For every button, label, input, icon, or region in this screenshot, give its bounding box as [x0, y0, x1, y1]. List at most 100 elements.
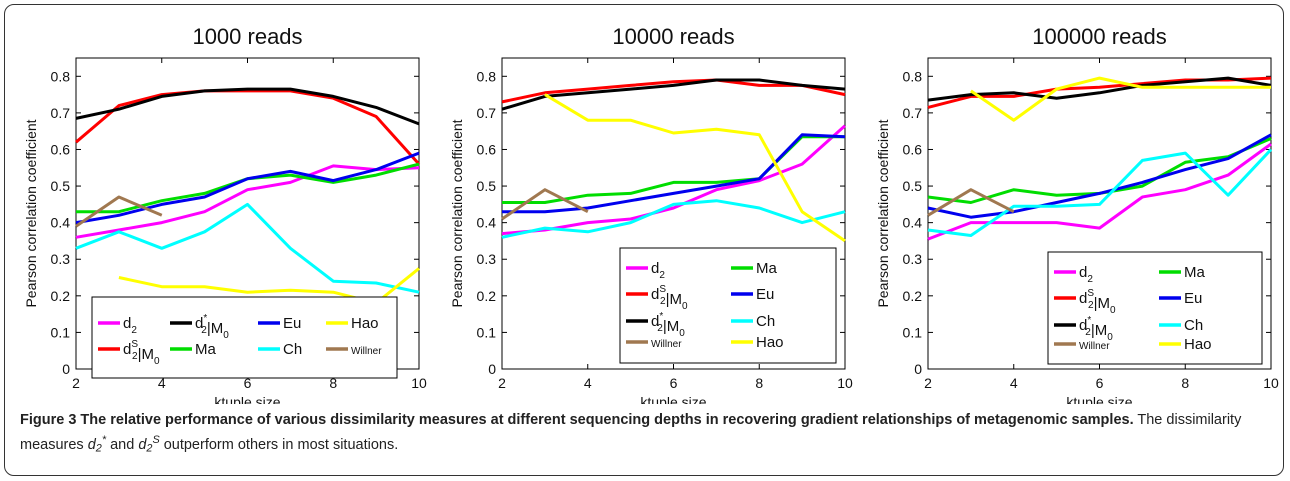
y-tick-label: 0.6 [903, 141, 923, 157]
y-tick-label: 0 [914, 361, 922, 377]
x-tick-label: 2 [498, 375, 506, 391]
legend-label-d2: d2 [1079, 264, 1093, 285]
y-tick-label: 0.3 [903, 251, 923, 267]
caption-body-pre: The dissimilarity measures [20, 412, 1242, 453]
x-tick-label: 4 [158, 375, 166, 391]
caption-sym-d2star: d2* [87, 434, 107, 455]
series-line-Willner [927, 188, 1015, 217]
caption-lead: Figure 3 The relative performance of var… [20, 412, 1134, 428]
legend-label-d2star: d* 2|M0 [195, 313, 229, 341]
y-tick-label: 0.2 [51, 288, 71, 304]
series-line-d2star [927, 76, 1272, 102]
legend-label-d2: d2 [123, 315, 137, 336]
x-tick-label: 6 [670, 375, 678, 391]
y-tick-label: 0.5 [903, 178, 923, 194]
y-axis-label: Pearson correlation coefficient [23, 119, 39, 307]
y-tick-label: 0.7 [903, 105, 923, 121]
x-tick-label: 6 [1096, 375, 1104, 391]
y-tick-label: 0.4 [477, 215, 497, 231]
legend-label-Eu: Eu [756, 286, 774, 303]
y-tick-label: 0.1 [477, 324, 497, 340]
legend-label-d2star: d* 2|M0 [1079, 315, 1113, 343]
x-tick-label: 2 [72, 375, 80, 391]
caption-body-and: and [106, 436, 139, 453]
chart-10000-reads: 10000 reads 0 0.1 0.2 0.3 0.4 0.5 0.6 0.7 0.8 2 4 6 8… [449, 24, 853, 404]
series-line-Ch [927, 148, 1273, 237]
legend-label-Hao: Hao [1184, 336, 1212, 353]
legend-label-d2: d2 [651, 260, 665, 281]
series-line-Hao [970, 76, 1271, 122]
series-line-Willner [501, 188, 589, 221]
series-line-Eu [75, 151, 420, 225]
series-line-d2S [501, 78, 846, 104]
y-tick-label: 0.8 [51, 68, 71, 84]
y-tick-label: 0.7 [51, 105, 71, 121]
y-tick-label: 0.7 [477, 105, 497, 121]
legend-label-Eu: Eu [283, 315, 301, 332]
y-tick-label: 0 [62, 361, 70, 377]
caption-sym-d2s: d2S [138, 434, 160, 455]
legend-label-Hao: Hao [351, 315, 379, 332]
legend-label-Willner: Willner [1079, 341, 1110, 352]
y-tick-label: 0.3 [51, 251, 71, 267]
legend-label-Willner: Willner [351, 346, 382, 357]
series-line-Ch [501, 199, 846, 239]
series-line-Eu [927, 133, 1272, 219]
chart-1000-reads: 1000 reads 0 0.1 0.2 0.3 0.4 0.5 0.6 0.7 0.8 2 4 6 8 1… [23, 24, 427, 404]
legend-label-Hao: Hao [756, 334, 784, 351]
y-tick-label: 0.8 [903, 68, 923, 84]
legend-label-d2S: dS 2|M0 [1079, 288, 1116, 316]
y-tick-label: 0.5 [51, 178, 71, 194]
y-tick-label: 0.4 [903, 215, 923, 231]
y-tick-label: 0.4 [51, 215, 71, 231]
series-line-d2star [501, 78, 846, 111]
legend-box [91, 296, 398, 379]
y-axis-label: Pearson correlation coefficient [449, 119, 465, 307]
caption-body-post: outperform others in most situations. [159, 436, 399, 453]
chart-panel-10000-reads: 10000 reads 0 0.1 0.2 0.3 0.4 0.5 0.6 0.7 0.8 2 4 6 8… [440, 6, 860, 404]
y-tick-label: 0.5 [477, 178, 497, 194]
x-tick-label: 8 [329, 375, 337, 391]
figure-caption: Figure 3 The relative performance of var… [20, 410, 1275, 459]
chart-title: 100000 reads [1032, 24, 1167, 49]
x-tick-label: 4 [584, 375, 592, 391]
legend-label-Ma: Ma [195, 341, 216, 358]
y-tick-label: 0.1 [51, 324, 71, 340]
y-axis-label: Pearson correlation coefficient [875, 119, 891, 307]
y-tick-label: 0.6 [51, 141, 71, 157]
x-axis-label: ktuple size [640, 394, 706, 404]
x-tick-label: 10 [411, 375, 427, 391]
legend-label-d2S: dS 2|M0 [123, 339, 160, 367]
legend-box [619, 247, 837, 364]
y-tick-label: 0.8 [477, 68, 497, 84]
y-tick-label: 0.1 [903, 324, 923, 340]
legend-box [1047, 251, 1263, 365]
x-axis-label: ktuple size [214, 394, 280, 404]
legend-label-Ma: Ma [1184, 264, 1205, 281]
legend-label-d2star: d* 2|M0 [651, 311, 685, 339]
x-axis-label: ktuple size [1066, 394, 1132, 404]
series-line-d2 [501, 124, 847, 236]
series-line-Willner [75, 195, 163, 228]
legend-label-Ch: Ch [756, 313, 775, 330]
series-line-Hao [544, 93, 846, 243]
legend-label-Willner: Willner [651, 339, 682, 350]
x-tick-label: 2 [924, 375, 932, 391]
chart-100000-reads: 100000 reads 0 0.1 0.2 0.3 0.4 0.5 0.6 0.7 0.8 2 4 6… [875, 24, 1279, 404]
y-tick-label: 0.3 [477, 251, 497, 267]
legend-label-Eu: Eu [1184, 290, 1202, 307]
x-tick-label: 8 [755, 375, 763, 391]
series-line-d2star [75, 87, 420, 126]
series-line-Ch [75, 202, 420, 294]
y-tick-label: 0.6 [477, 141, 497, 157]
y-tick-label: 0.2 [903, 288, 923, 304]
chart-panel-1000-reads: 1000 reads 0 0.1 0.2 0.3 0.4 0.5 0.6 0.7 0.8 2 4 6 8 1… [14, 6, 434, 404]
chart-title: 1000 reads [192, 24, 302, 49]
chart-title: 10000 reads [612, 24, 734, 49]
x-tick-label: 10 [837, 375, 853, 391]
legend-label-Ch: Ch [283, 341, 302, 358]
x-tick-label: 10 [1263, 375, 1279, 391]
series-line-Eu [502, 133, 846, 214]
x-tick-label: 4 [1010, 375, 1018, 391]
series-line-d2 [75, 164, 420, 239]
